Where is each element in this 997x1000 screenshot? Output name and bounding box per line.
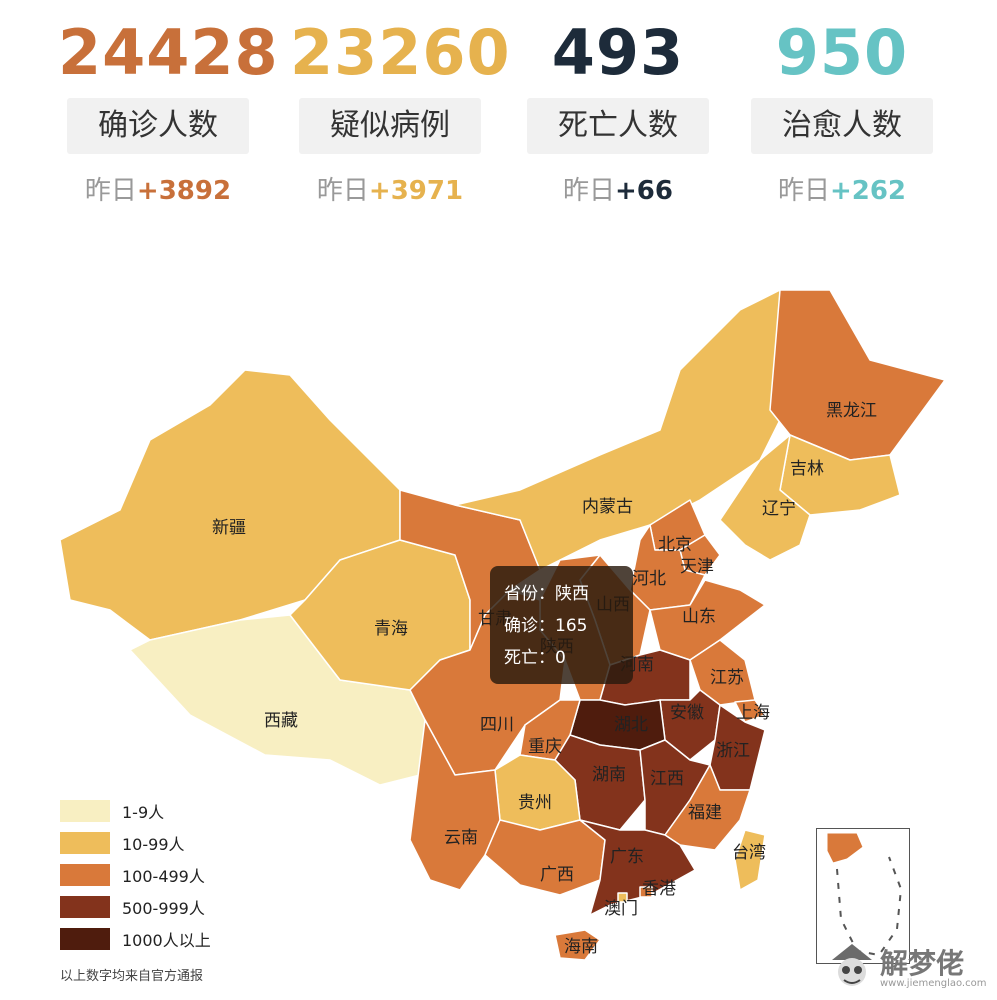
stat-value: 23260: [290, 16, 511, 89]
label-浙江: 浙江: [716, 741, 750, 761]
label-新疆: 新疆: [212, 518, 246, 538]
inset-coast: [826, 832, 864, 864]
label-辽宁: 辽宁: [762, 499, 796, 519]
label-台湾: 台湾: [732, 843, 766, 863]
label-澳门: 澳门: [604, 899, 638, 919]
province-黑龙江[interactable]: [769, 289, 946, 461]
tooltip-death: 死亡：0: [504, 648, 566, 668]
label-贵州: 贵州: [518, 793, 552, 813]
map-legend: 1-9人 10-99人 100-499人 500-999人 1000人以上: [60, 795, 211, 955]
legend-label: 100-499人: [122, 867, 205, 886]
label-山东: 山东: [682, 607, 716, 627]
label-青海: 青海: [374, 619, 408, 639]
label-吉林: 吉林: [790, 459, 824, 479]
label-重庆: 重庆: [528, 737, 562, 757]
tooltip-confirmed: 确诊：165: [504, 616, 588, 636]
label-江苏: 江苏: [710, 668, 744, 688]
province-广东[interactable]: [579, 819, 696, 916]
stat-label: 疑似病例: [299, 98, 481, 154]
province-澳门[interactable]: [617, 892, 628, 903]
legend-swatch: [60, 800, 110, 822]
label-广东: 广东: [610, 847, 644, 867]
stat-value: 493: [551, 16, 685, 89]
legend-item: 500-999人: [60, 891, 211, 923]
stat-label: 死亡人数: [527, 98, 709, 154]
stat-delta: 昨日+66: [563, 176, 673, 206]
label-江西: 江西: [650, 769, 684, 789]
legend-swatch: [60, 832, 110, 854]
label-四川: 四川: [480, 715, 514, 735]
stat-deaths: 493 死亡人数 昨日+66: [518, 18, 718, 207]
legend-item: 10-99人: [60, 827, 211, 859]
stat-suspected: 23260 疑似病例 昨日+3971: [290, 16, 511, 207]
legend-swatch: [60, 896, 110, 918]
province-香港[interactable]: [639, 886, 653, 898]
stat-value: 24428: [58, 16, 279, 89]
legend-item: 1-9人: [60, 795, 211, 827]
legend-item: 1000人以上: [60, 923, 211, 955]
stat-delta: 昨日+3892: [84, 176, 232, 206]
label-西藏: 西藏: [264, 711, 298, 731]
province-tooltip: 省份：陕西 确诊：165 死亡：0: [490, 566, 633, 684]
label-天津: 天津: [680, 557, 714, 577]
stat-value: 950: [775, 16, 909, 89]
label-海南: 海南: [564, 937, 598, 957]
label-福建: 福建: [688, 803, 722, 823]
legend-label: 1000人以上: [122, 931, 211, 950]
watermark: 解梦佬 www.jiemenglao.com: [828, 940, 988, 996]
label-湖南: 湖南: [592, 765, 626, 785]
legend-label: 500-999人: [122, 899, 205, 918]
stat-delta: 昨日+262: [777, 176, 907, 206]
label-黑龙江: 黑龙江: [826, 401, 877, 421]
label-河北: 河北: [632, 569, 666, 589]
label-广西: 广西: [540, 865, 574, 885]
legend-swatch: [60, 864, 110, 886]
label-北京: 北京: [658, 535, 692, 555]
stat-delta: 昨日+3971: [316, 176, 464, 206]
watermark-brand: 解梦佬: [880, 947, 965, 980]
source-note: 以上数字均来自官方通报: [60, 969, 204, 984]
stat-recovered: 950 治愈人数 昨日+262: [742, 18, 942, 207]
label-内蒙古: 内蒙古: [582, 497, 633, 517]
province-台湾[interactable]: [734, 829, 766, 891]
province-辽宁[interactable]: [719, 434, 811, 561]
label-云南: 云南: [444, 828, 478, 848]
mascot-icon: [832, 944, 872, 986]
legend-item: 100-499人: [60, 859, 211, 891]
label-湖北: 湖北: [614, 715, 648, 735]
label-香港: 香港: [642, 879, 676, 899]
label-安徽: 安徽: [670, 703, 704, 723]
stat-label: 确诊人数: [67, 98, 249, 154]
province-海南[interactable]: [554, 929, 601, 961]
stat-label: 治愈人数: [751, 98, 933, 154]
watermark-url: www.jiemenglao.com: [880, 978, 987, 989]
province-上海[interactable]: [734, 699, 766, 723]
stat-confirmed: 24428 确诊人数 昨日+3892: [58, 16, 279, 207]
legend-swatch: [60, 928, 110, 950]
tooltip-province: 省份：陕西: [504, 584, 589, 604]
legend-label: 10-99人: [122, 835, 185, 854]
south-china-sea-inset: [816, 828, 910, 964]
label-上海: 上海: [736, 703, 770, 723]
legend-label: 1-9人: [122, 803, 165, 822]
